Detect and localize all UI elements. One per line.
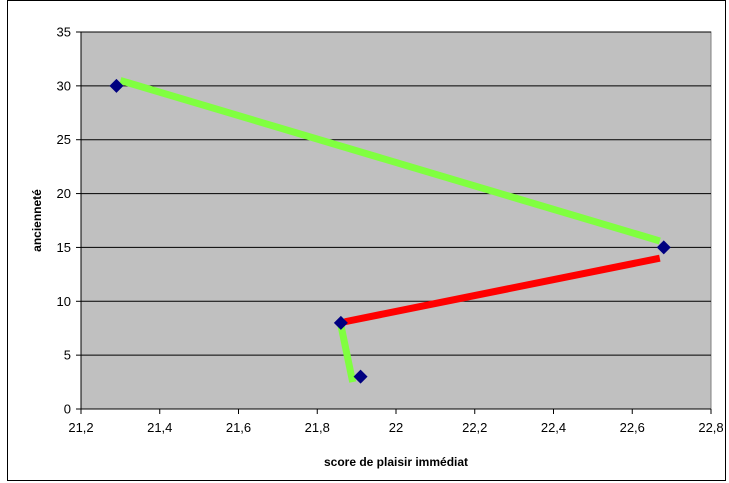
- data-markers: [109, 78, 671, 384]
- y-tick-label: 10: [57, 294, 71, 309]
- x-tick-label: 21,4: [147, 420, 172, 435]
- x-tick-label: 22,4: [541, 420, 566, 435]
- x-axis-ticks: 21,2 21,4 21,6 21,8 22 22,2 22,4 22,6 22,8: [68, 32, 724, 435]
- x-tick-label: 22,6: [620, 420, 645, 435]
- data-point-marker: [353, 369, 368, 384]
- y-axis-ticks: 0 5 10 15 20 25 30 35: [57, 25, 81, 417]
- y-tick-label: 30: [57, 78, 71, 93]
- y-tick-label: 35: [57, 25, 71, 40]
- connector-line: [119, 77, 661, 245]
- data-point-marker: [333, 315, 348, 330]
- data-point-marker: [656, 240, 671, 255]
- y-tick-label: 25: [57, 132, 71, 147]
- x-tick-label: 22,2: [462, 420, 487, 435]
- y-tick-label: 0: [64, 402, 71, 417]
- plot-area: [80, 31, 712, 410]
- x-tick-label: 22,8: [698, 420, 723, 435]
- connector-lines: [119, 77, 661, 383]
- x-tick-label: 21,6: [226, 420, 251, 435]
- x-tick-label: 22: [389, 420, 403, 435]
- y-tick-label: 15: [57, 240, 71, 255]
- connector-line: [344, 254, 661, 326]
- x-tick-label: 21,2: [68, 420, 93, 435]
- x-tick-label: 21,8: [305, 420, 330, 435]
- y-axis-title: ancienneté: [30, 189, 44, 252]
- gridlines: [81, 31, 711, 356]
- y-tick-label: 20: [57, 186, 71, 201]
- x-axis-title: score de plaisir immédiat: [324, 455, 468, 469]
- data-point-marker: [109, 78, 124, 93]
- y-tick-label: 5: [64, 348, 71, 363]
- connector-line: [337, 324, 357, 383]
